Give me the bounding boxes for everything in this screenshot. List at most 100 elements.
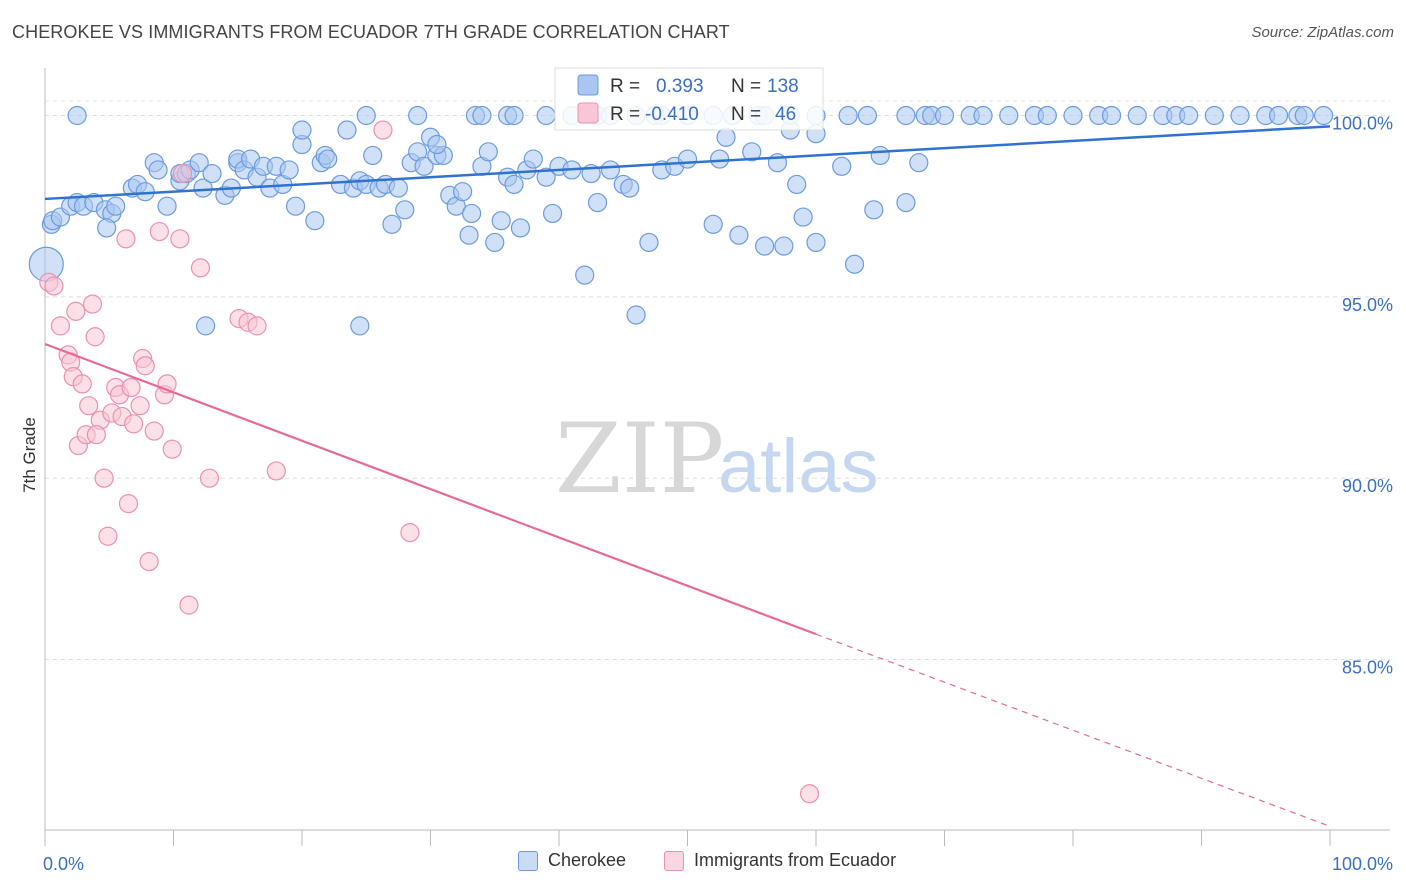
point-cherokee bbox=[510, 218, 531, 238]
point-cherokee bbox=[1268, 105, 1289, 126]
legend-n-label-2: N = bbox=[731, 104, 761, 125]
point-ecuador bbox=[79, 396, 99, 416]
gridlines bbox=[45, 100, 1390, 661]
point-cherokee bbox=[575, 265, 595, 285]
point-cherokee bbox=[1230, 105, 1250, 126]
y-tick-labels: 100.0% 95.0% 90.0% 85.0% bbox=[1332, 114, 1393, 678]
point-cherokee bbox=[710, 149, 730, 169]
point-ecuador bbox=[44, 276, 64, 296]
trend-line-ecuador-extension bbox=[815, 633, 1331, 827]
watermark-zip: ZIP bbox=[555, 403, 724, 515]
point-ecuador bbox=[179, 595, 199, 615]
point-ecuador bbox=[373, 120, 393, 140]
legend-r-label-1: R = bbox=[610, 76, 640, 97]
point-cherokee bbox=[896, 192, 916, 213]
point-cherokee bbox=[106, 196, 126, 216]
point-cherokee bbox=[1179, 105, 1199, 126]
series-ecuador bbox=[39, 120, 820, 804]
point-ecuador bbox=[400, 523, 420, 543]
point-ecuador bbox=[199, 468, 220, 488]
point-ecuador bbox=[118, 493, 139, 514]
point-cherokee bbox=[832, 156, 852, 176]
legend-item-ecuador: Immigrants from Ecuador bbox=[664, 850, 896, 871]
point-cherokee bbox=[909, 153, 929, 173]
x-tick-labels: 0.0% 100.0% bbox=[43, 854, 1393, 874]
point-cherokee bbox=[973, 105, 993, 126]
point-cherokee bbox=[626, 305, 646, 325]
point-cherokee bbox=[620, 178, 640, 198]
point-cherokee bbox=[677, 149, 698, 169]
point-ecuador bbox=[162, 439, 182, 459]
point-ecuador bbox=[135, 356, 155, 376]
point-ecuador bbox=[82, 294, 103, 314]
point-cherokee bbox=[193, 178, 213, 198]
point-ecuador bbox=[170, 229, 190, 249]
point-cherokee bbox=[600, 160, 621, 180]
point-cherokee bbox=[414, 156, 434, 176]
point-cherokee bbox=[870, 145, 890, 166]
point-ecuador bbox=[247, 316, 267, 336]
point-ecuador bbox=[124, 414, 144, 434]
y-tick-label: 100.0% bbox=[1332, 114, 1393, 134]
legend-swatch-cherokee bbox=[577, 74, 599, 96]
y-tick-label: 95.0% bbox=[1342, 295, 1393, 315]
legend-label-ecuador: Immigrants from Ecuador bbox=[694, 850, 897, 870]
point-cherokee bbox=[896, 105, 916, 126]
point-ecuador bbox=[50, 316, 71, 336]
y-axis-title: 7th Grade bbox=[20, 417, 39, 493]
legend-r-value-ecuador: -0.410 bbox=[645, 104, 699, 125]
legend-swatch-cherokee-bottom bbox=[518, 850, 538, 871]
point-cherokee bbox=[157, 196, 177, 216]
source-credit: Source: ZipAtlas.com bbox=[1251, 24, 1394, 41]
point-ecuador bbox=[98, 526, 118, 546]
point-ecuador bbox=[116, 229, 136, 249]
point-cherokee bbox=[1063, 105, 1083, 126]
point-ecuador bbox=[94, 468, 114, 488]
point-cherokee bbox=[395, 200, 415, 220]
point-ecuador bbox=[799, 784, 820, 804]
point-cherokee bbox=[934, 105, 955, 126]
point-cherokee bbox=[97, 218, 117, 238]
legend-label-cherokee: Cherokee bbox=[548, 850, 627, 870]
point-cherokee bbox=[703, 214, 723, 234]
point-cherokee bbox=[337, 120, 357, 140]
point-cherokee bbox=[148, 160, 168, 180]
point-cherokee bbox=[716, 127, 736, 147]
point-cherokee bbox=[350, 316, 370, 336]
point-cherokee bbox=[427, 134, 447, 155]
point-cherokee bbox=[504, 174, 524, 195]
point-cherokee bbox=[523, 149, 543, 169]
point-cherokee bbox=[639, 232, 659, 253]
point-cherokee bbox=[462, 203, 482, 224]
watermark-atlas: atlas bbox=[718, 424, 879, 509]
point-cherokee bbox=[729, 225, 749, 245]
point-cherokee bbox=[787, 174, 807, 195]
point-ecuador bbox=[72, 374, 92, 394]
x-tick-label-min: 0.0% bbox=[43, 854, 84, 874]
legend-n-value-cherokee: 138 bbox=[767, 76, 799, 97]
point-ecuador bbox=[139, 552, 159, 572]
point-cherokee bbox=[504, 105, 524, 126]
point-cherokee bbox=[1313, 105, 1334, 126]
legend-swatch-ecuador-bottom bbox=[664, 850, 684, 871]
legend-r-label-2: R = bbox=[610, 104, 640, 125]
point-cherokee bbox=[318, 149, 338, 169]
point-ecuador bbox=[266, 461, 286, 481]
point-cherokee bbox=[742, 142, 762, 162]
point-cherokee bbox=[1127, 105, 1147, 126]
point-cherokee bbox=[838, 105, 858, 126]
point-cherokee bbox=[478, 142, 498, 162]
legend-n-value-ecuador: 46 bbox=[775, 104, 796, 125]
correlation-legend: R = 0.393 N = 138 R = -0.410 N = 46 bbox=[554, 67, 824, 131]
point-ecuador bbox=[190, 258, 211, 278]
point-cherokee bbox=[864, 200, 884, 220]
point-cherokee bbox=[1204, 105, 1224, 126]
point-ecuador bbox=[85, 327, 105, 347]
y-tick-label: 85.0% bbox=[1342, 658, 1393, 678]
point-cherokee bbox=[1101, 105, 1122, 126]
point-cherokee bbox=[285, 196, 306, 216]
point-cherokee bbox=[999, 105, 1019, 126]
x-tick-label-max: 100.0% bbox=[1332, 854, 1393, 874]
y-tick-label: 90.0% bbox=[1342, 476, 1393, 496]
